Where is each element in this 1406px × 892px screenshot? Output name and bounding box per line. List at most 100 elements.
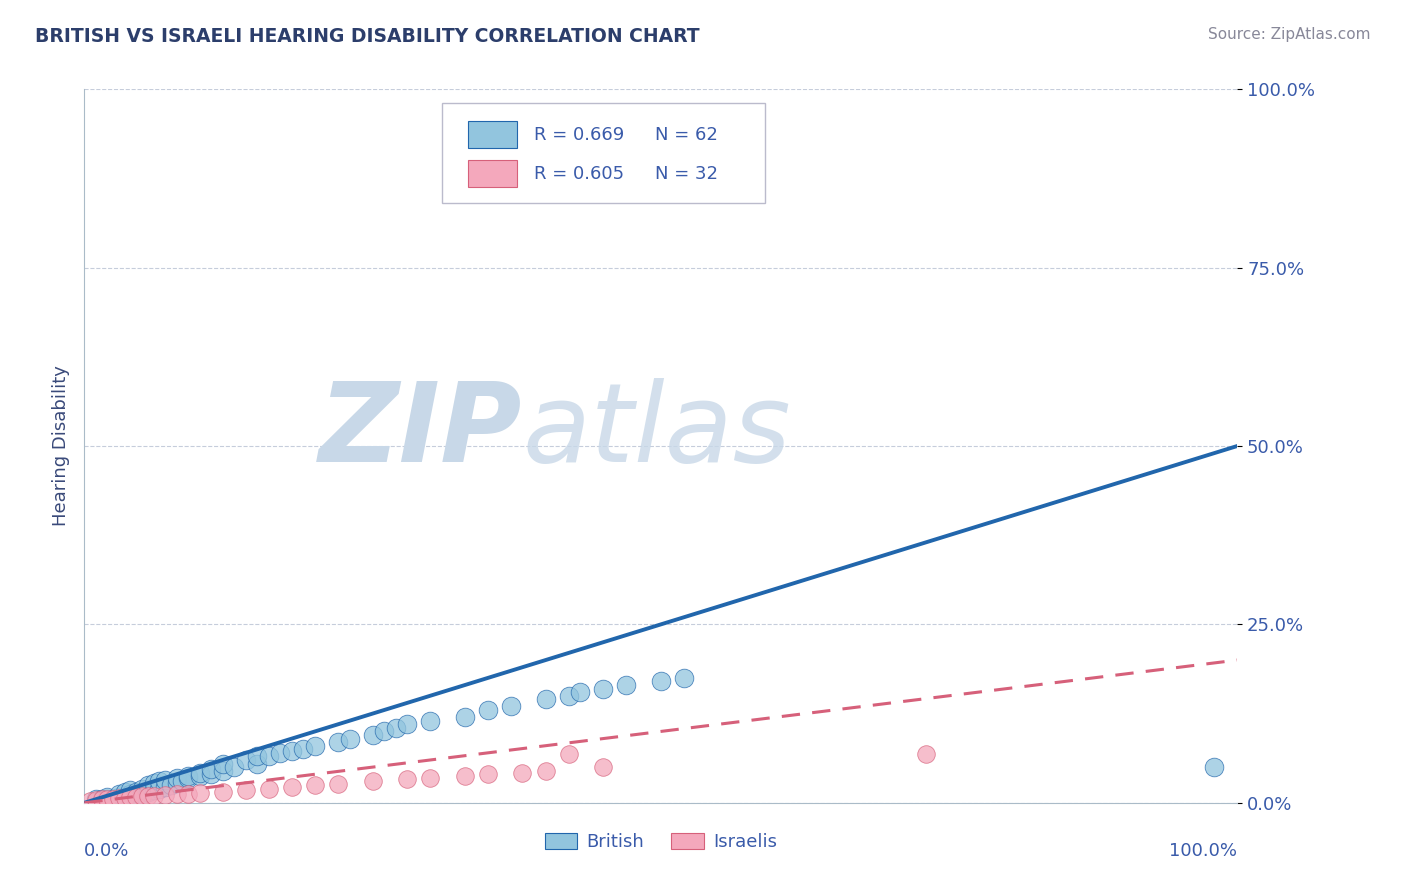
- Point: [454, 769, 477, 783]
- Point: [200, 767, 222, 781]
- Point: [103, 792, 124, 806]
- Point: [211, 756, 233, 771]
- Point: [136, 778, 159, 792]
- Point: [281, 780, 304, 794]
- Point: [454, 710, 477, 724]
- Point: [108, 790, 131, 805]
- Point: [477, 703, 499, 717]
- Point: [534, 692, 557, 706]
- Point: [188, 769, 211, 783]
- Point: [103, 791, 124, 805]
- FancyBboxPatch shape: [468, 161, 517, 187]
- Y-axis label: Hearing Disability: Hearing Disability: [52, 366, 70, 526]
- Point: [246, 749, 269, 764]
- Point: [384, 721, 406, 735]
- Text: N = 32: N = 32: [655, 165, 718, 183]
- Point: [148, 774, 170, 789]
- Text: N = 62: N = 62: [655, 126, 718, 144]
- Point: [257, 781, 280, 796]
- Point: [166, 771, 188, 785]
- Text: atlas: atlas: [523, 378, 792, 485]
- Point: [361, 774, 384, 789]
- Point: [269, 746, 291, 760]
- Point: [419, 714, 441, 728]
- Point: [211, 785, 233, 799]
- Point: [188, 786, 211, 800]
- Point: [211, 764, 233, 778]
- Point: [142, 789, 165, 803]
- Point: [131, 787, 153, 801]
- Point: [614, 678, 637, 692]
- Point: [79, 794, 101, 808]
- Point: [557, 747, 579, 762]
- Point: [120, 783, 142, 797]
- Point: [108, 790, 131, 805]
- Point: [166, 787, 188, 801]
- Point: [326, 735, 349, 749]
- Point: [373, 724, 395, 739]
- Point: [90, 792, 112, 806]
- Point: [160, 778, 183, 792]
- Point: [188, 765, 211, 780]
- Point: [177, 769, 200, 783]
- Point: [120, 790, 142, 805]
- Point: [125, 790, 148, 805]
- Point: [120, 787, 142, 801]
- Point: [419, 771, 441, 785]
- Point: [153, 780, 176, 794]
- Point: [177, 771, 200, 785]
- Point: [326, 777, 349, 791]
- Text: Source: ZipAtlas.com: Source: ZipAtlas.com: [1208, 27, 1371, 42]
- Point: [142, 776, 165, 790]
- Point: [361, 728, 384, 742]
- Point: [512, 765, 534, 780]
- Point: [257, 749, 280, 764]
- Point: [136, 785, 159, 799]
- Point: [120, 790, 142, 805]
- FancyBboxPatch shape: [441, 103, 765, 203]
- Point: [148, 781, 170, 796]
- Text: R = 0.605: R = 0.605: [534, 165, 624, 183]
- Point: [224, 760, 246, 774]
- Point: [131, 789, 153, 804]
- Point: [142, 783, 165, 797]
- Text: BRITISH VS ISRAELI HEARING DISABILITY CORRELATION CHART: BRITISH VS ISRAELI HEARING DISABILITY CO…: [35, 27, 700, 45]
- Point: [304, 778, 326, 792]
- Point: [114, 785, 136, 799]
- Point: [114, 790, 136, 805]
- Point: [235, 783, 257, 797]
- Point: [292, 742, 315, 756]
- Legend: British, Israelis: British, Israelis: [537, 825, 785, 858]
- Point: [915, 747, 938, 762]
- Point: [84, 792, 107, 806]
- Text: ZIP: ZIP: [319, 378, 523, 485]
- Point: [108, 787, 131, 801]
- Text: R = 0.669: R = 0.669: [534, 126, 624, 144]
- Point: [235, 753, 257, 767]
- Point: [650, 674, 672, 689]
- Point: [136, 789, 159, 803]
- Point: [246, 756, 269, 771]
- Point: [96, 790, 118, 805]
- Point: [96, 792, 118, 806]
- Point: [84, 793, 107, 807]
- Point: [557, 689, 579, 703]
- Point: [153, 788, 176, 802]
- Point: [396, 772, 419, 787]
- Point: [339, 731, 361, 746]
- Text: 0.0%: 0.0%: [84, 842, 129, 860]
- Point: [200, 762, 222, 776]
- Point: [153, 772, 176, 787]
- Point: [592, 760, 614, 774]
- Point: [125, 785, 148, 799]
- FancyBboxPatch shape: [468, 121, 517, 148]
- Point: [569, 685, 592, 699]
- Point: [499, 699, 522, 714]
- Point: [304, 739, 326, 753]
- Point: [592, 681, 614, 696]
- Point: [96, 792, 118, 806]
- Point: [114, 790, 136, 805]
- Point: [672, 671, 695, 685]
- Text: 100.0%: 100.0%: [1170, 842, 1237, 860]
- Point: [166, 776, 188, 790]
